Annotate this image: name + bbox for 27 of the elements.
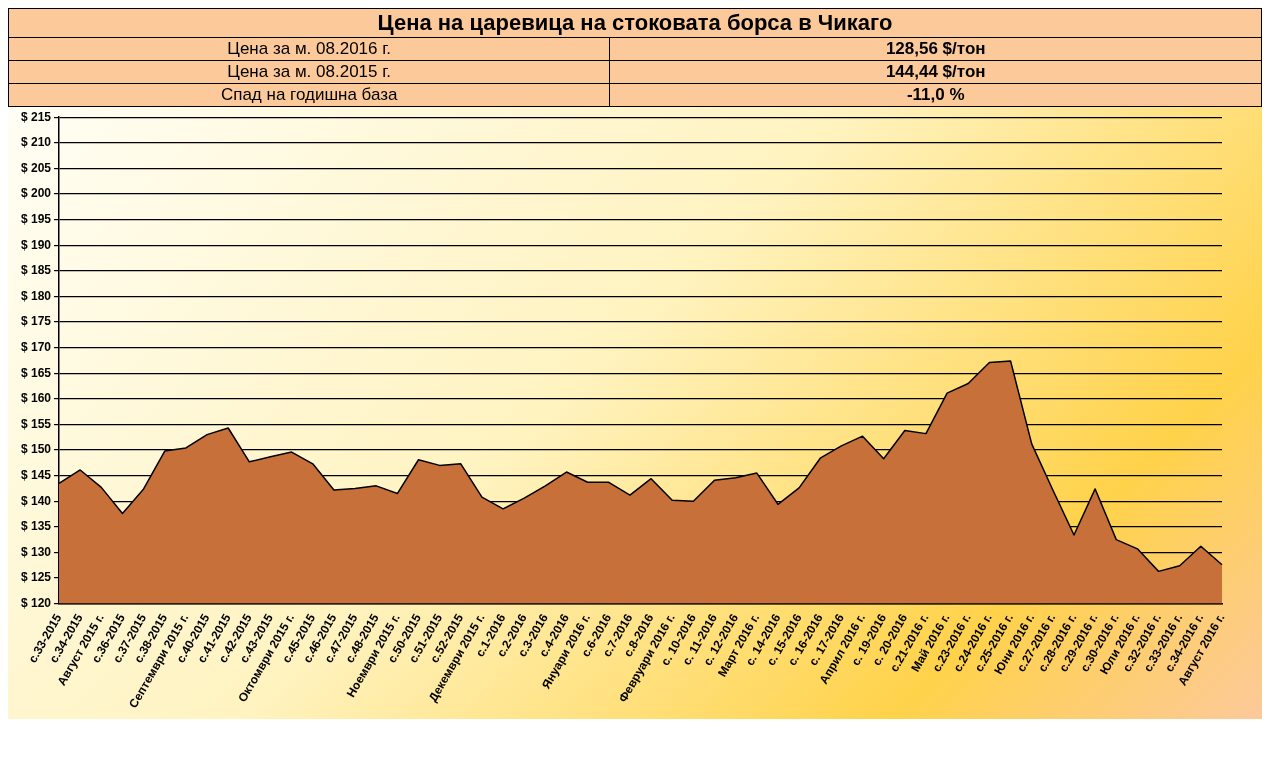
y-tick-label: $ 180 [21, 288, 52, 303]
y-tick-label: $ 200 [21, 186, 52, 201]
y-tick-label: $ 135 [21, 519, 52, 534]
y-tick-label: $ 215 [21, 109, 52, 124]
y-tick-label: $ 205 [21, 160, 52, 175]
text: -11,0 % [609, 83, 1262, 107]
y-tick-label: $ 190 [21, 237, 52, 252]
y-tick-label: $ 165 [21, 365, 52, 380]
y-tick-label: $ 130 [21, 544, 52, 559]
y-tick-label: $ 125 [21, 570, 52, 585]
chart-title: Цена на царевица на стоковата борса в Чикаго [8, 8, 1262, 38]
y-tick-label: $ 170 [21, 339, 52, 354]
y-tick-label: $ 140 [21, 493, 52, 508]
y-tick-label: $ 210 [21, 135, 52, 150]
y-tick-label: $ 155 [21, 416, 52, 431]
text: 144,44 $/тон [609, 60, 1262, 84]
text: 128,56 $/тон [609, 37, 1262, 61]
text: Спад на годишна база [8, 83, 610, 107]
y-tick-label: $ 150 [21, 442, 52, 457]
text: Цена за м. 08.2015 г. [8, 60, 610, 84]
y-tick-label: $ 145 [21, 467, 52, 482]
text: Цена за м. 08.2016 г. [8, 37, 610, 61]
y-tick-label: $ 185 [21, 263, 52, 278]
y-tick-label: $ 120 [21, 595, 52, 610]
y-tick-label: $ 175 [21, 314, 52, 329]
y-tick-label: $ 160 [21, 391, 52, 406]
y-tick-label: $ 195 [21, 211, 52, 226]
